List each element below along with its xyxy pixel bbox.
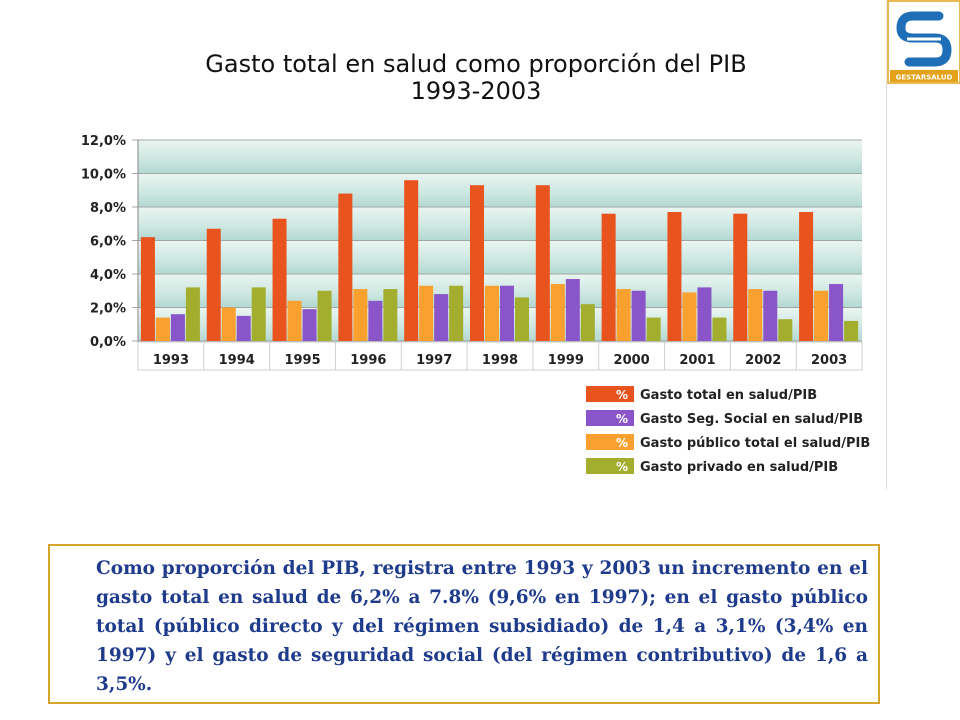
legend-swatch: [586, 410, 634, 426]
summary-box: Como proporción del PIB, registra entre …: [48, 544, 880, 704]
grid-band: [138, 240, 862, 274]
y-tick-label: 10,0%: [81, 168, 126, 183]
chart-subtitle: 1993-2003: [411, 77, 542, 105]
legend: % Gasto total en salud/PIB% Gasto Seg. Soc…: [586, 386, 870, 475]
x-tick-label: 2002: [745, 353, 781, 368]
bar: [302, 309, 317, 341]
bar: [419, 285, 434, 341]
bar: [383, 289, 398, 341]
logo-text: GESTARSALUD: [896, 74, 953, 82]
bar: [449, 285, 464, 341]
x-tick-label: 1996: [350, 353, 386, 368]
grid-band: [138, 140, 862, 174]
gestarsalud-logo: GESTARSALUD: [886, 0, 960, 84]
bar: [616, 289, 631, 341]
bar: [748, 289, 763, 341]
bar: [317, 290, 332, 341]
bar: [697, 287, 712, 341]
bar: [778, 319, 793, 341]
legend-swatch: [586, 458, 634, 474]
bar: [353, 289, 368, 341]
x-tick-label: 1999: [548, 353, 584, 368]
bar: [712, 317, 727, 341]
legend-label: Gasto privado en salud/PIB: [640, 460, 838, 475]
y-tick-label: 4,0%: [90, 268, 126, 283]
y-tick-label: 2,0%: [90, 302, 126, 317]
logo-mark-icon: GESTARSALUD: [887, 0, 960, 84]
bar: [550, 284, 565, 341]
bar: [733, 213, 748, 341]
x-tick-label: 1994: [219, 353, 255, 368]
bar: [287, 300, 302, 341]
bar: [404, 180, 419, 341]
legend-marker: %: [616, 412, 628, 426]
bar: [251, 287, 266, 341]
bar: [682, 292, 697, 341]
x-tick-label: 1995: [284, 353, 320, 368]
x-tick-label: 1993: [153, 353, 189, 368]
bar: [844, 320, 859, 341]
bar: [470, 185, 484, 341]
bar: [814, 290, 829, 341]
bar: [565, 279, 580, 341]
bar: [485, 285, 499, 341]
legend-swatch: [586, 386, 634, 402]
legend-label: Gasto Seg. Social en salud/PIB: [640, 412, 863, 427]
bar: [601, 213, 616, 341]
legend-label: Gasto total en salud/PIB: [640, 388, 817, 403]
bar: [185, 287, 200, 341]
bar: [221, 307, 236, 341]
bar: [515, 297, 529, 341]
x-tick-label: 2001: [679, 353, 715, 368]
bar: [155, 317, 170, 341]
y-tick-label: 6,0%: [90, 235, 126, 250]
grid-band: [138, 173, 862, 207]
bar: [236, 315, 251, 341]
bar: [368, 300, 383, 341]
legend-marker: %: [616, 460, 628, 474]
grid-band: [138, 207, 862, 241]
x-tick-label: 2003: [811, 353, 847, 368]
bar: [170, 314, 185, 341]
bar: [500, 285, 514, 341]
plot-area: 0,0% 2,0% 4,0% 6,0% 8,0% 10,0% 12,0% 1993 1994 19…: [81, 134, 863, 371]
chart-title: Gasto total en salud como proporción del…: [205, 50, 746, 78]
legend-marker: %: [616, 436, 628, 450]
y-tick-label: 12,0%: [81, 134, 126, 149]
bar: [206, 228, 221, 341]
legend-marker: %: [616, 388, 628, 402]
x-tick-label: 2000: [614, 353, 650, 368]
y-tick-label: 8,0%: [90, 201, 126, 216]
bar: [338, 193, 353, 341]
side-divider: [886, 84, 887, 489]
x-tick-label: 1997: [416, 353, 452, 368]
legend-swatch: [586, 434, 634, 450]
bar: [140, 237, 155, 341]
bar: [799, 212, 814, 341]
x-tick-label: 1998: [482, 353, 518, 368]
bar: [272, 218, 287, 341]
bar: [646, 317, 661, 341]
bar: [434, 294, 449, 341]
bar: [631, 290, 646, 341]
bar: [667, 212, 682, 341]
y-tick-label: 0,0%: [90, 335, 126, 350]
bar: [535, 185, 550, 341]
category-strip: [137, 341, 863, 371]
legend-label: Gasto público total el salud/PIB: [640, 436, 870, 451]
bar: [763, 290, 778, 341]
bar: [580, 304, 595, 341]
summary-text: Como proporción del PIB, registra entre …: [96, 558, 868, 695]
bar: [829, 284, 844, 341]
